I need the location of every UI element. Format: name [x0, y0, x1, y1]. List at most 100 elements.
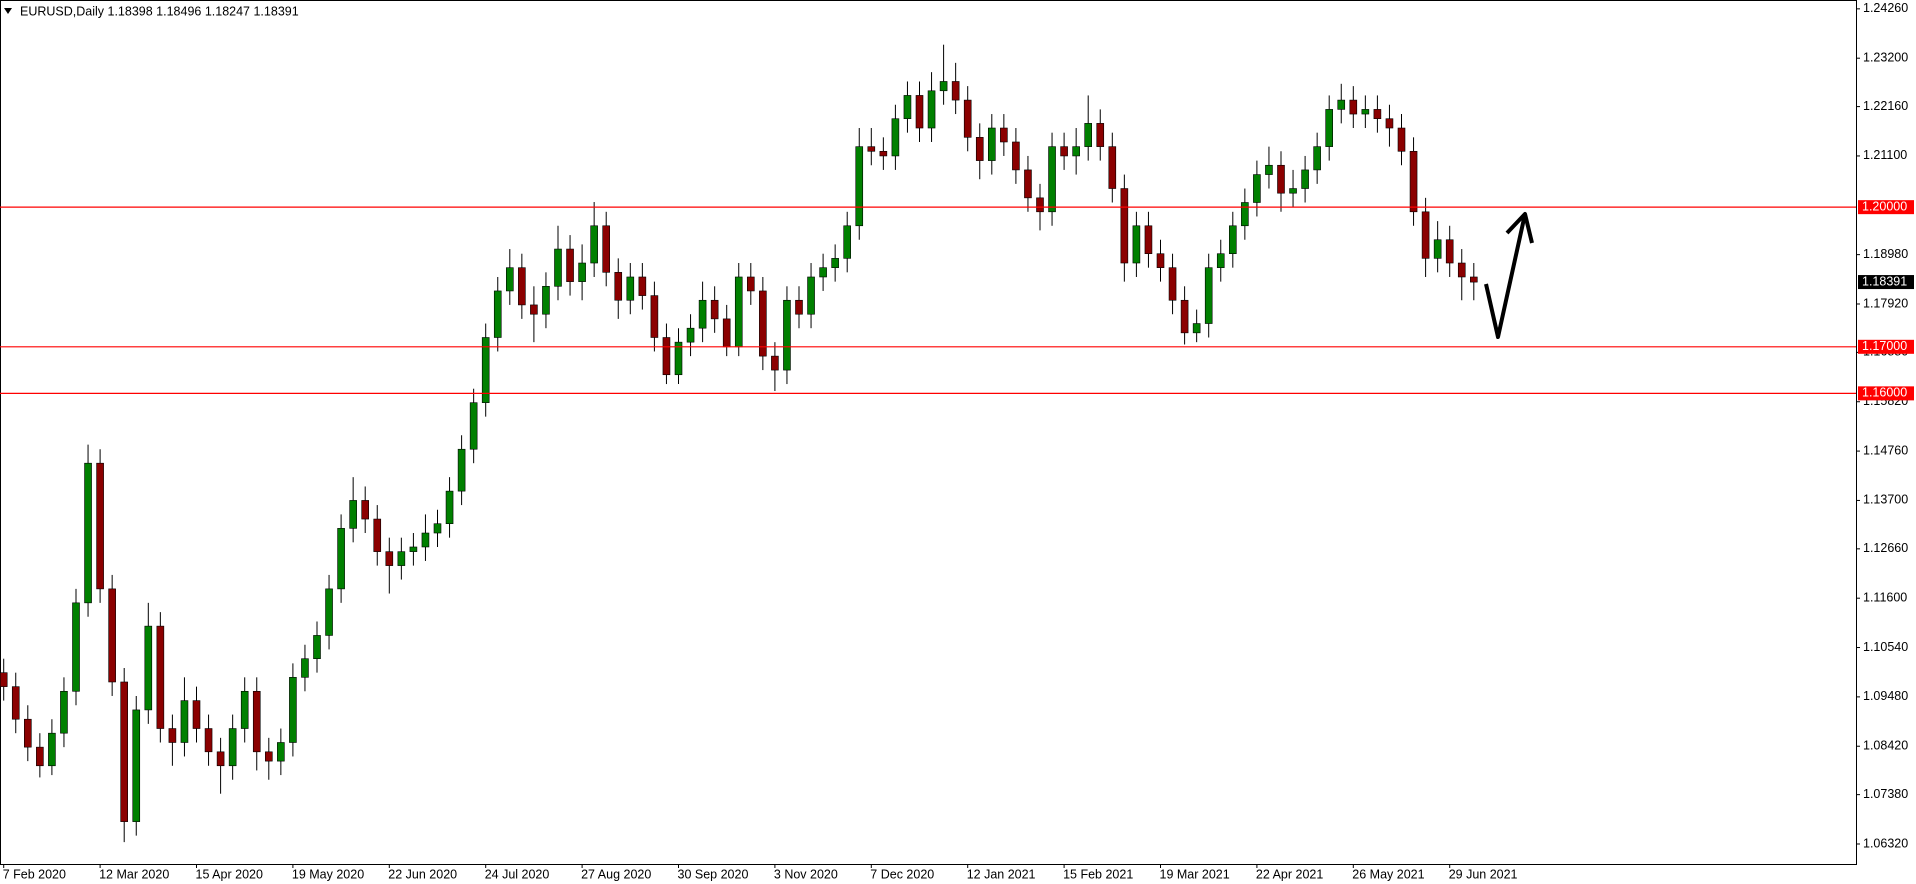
candle-body	[855, 146, 864, 227]
candle-body	[590, 225, 598, 264]
candle-body	[1024, 169, 1032, 199]
candle-body	[903, 95, 912, 120]
candle-body	[481, 337, 490, 403]
candle-body	[11, 686, 20, 720]
x-tick-label: 7 Dec 2020	[870, 867, 934, 881]
x-tick-label: 19 Mar 2021	[1160, 867, 1230, 881]
candle-body	[96, 462, 104, 590]
candle-body	[252, 690, 261, 753]
candle-body	[602, 225, 611, 273]
candle-body	[1072, 146, 1080, 157]
level-label-box	[1858, 386, 1914, 401]
candle-body	[361, 500, 370, 520]
candle-body	[505, 267, 514, 292]
x-tick-label: 12 Mar 2020	[99, 867, 169, 881]
candle-body	[325, 588, 333, 636]
candle-body	[337, 528, 345, 590]
candle-body	[108, 588, 116, 683]
candle-body	[891, 118, 900, 157]
candle-body	[373, 518, 382, 552]
y-tick-label: 1.06320	[1863, 836, 1908, 850]
candle-body	[168, 728, 177, 743]
candle-body	[289, 677, 297, 743]
candle-body	[1012, 141, 1020, 171]
y-tick-label: 1.12660	[1863, 541, 1908, 555]
candle-body	[1180, 299, 1189, 334]
candle-body	[228, 728, 237, 767]
candle-body	[1241, 202, 1249, 227]
y-tick-label: 1.14760	[1863, 443, 1908, 457]
candle-body	[240, 690, 249, 729]
arrow-head	[1505, 212, 1534, 244]
x-tick-label: 24 Jul 2020	[485, 867, 550, 881]
candle-body	[144, 625, 153, 711]
candle-body	[1313, 146, 1321, 171]
x-tick-label: 15 Apr 2020	[196, 867, 263, 881]
candle-body	[397, 551, 406, 566]
candle-body	[1120, 188, 1129, 264]
level-label: 1.20000	[1862, 199, 1907, 213]
candle-body	[530, 304, 538, 315]
level-label-box	[1858, 339, 1914, 354]
candle-body	[710, 299, 719, 320]
candle-body	[614, 272, 623, 301]
candle-body	[662, 337, 671, 376]
candle-body	[1060, 146, 1068, 157]
y-tick-label: 1.23200	[1863, 50, 1908, 64]
candle-body	[626, 276, 635, 301]
candle-body	[1289, 188, 1297, 194]
candle-body	[1301, 169, 1309, 189]
candle-body	[518, 267, 526, 306]
candle-body	[1229, 225, 1237, 255]
x-tick-label: 22 Jun 2020	[388, 867, 457, 881]
candle-body	[554, 248, 562, 287]
candle-body	[1277, 164, 1285, 194]
candle-body	[963, 99, 972, 138]
candle-body	[120, 681, 128, 822]
candle-body	[0, 672, 8, 687]
x-tick-label: 27 Aug 2020	[581, 867, 651, 881]
candle-body	[1325, 109, 1333, 147]
chart-title: EURUSD,Daily 1.18398 1.18496 1.18247 1.1…	[20, 4, 299, 18]
menu-triangle[interactable]	[4, 8, 12, 14]
plot-frame	[0, 0, 1857, 865]
candle-body	[722, 318, 731, 348]
candle-body	[421, 532, 430, 548]
candle-body	[1108, 146, 1117, 189]
candle-body	[192, 700, 201, 729]
candle-body	[301, 658, 309, 678]
candle-body	[819, 267, 827, 278]
candle-body	[1204, 267, 1213, 324]
y-tick-label: 1.21100	[1863, 148, 1907, 162]
candle-body	[1409, 150, 1418, 213]
candle-body	[180, 700, 189, 743]
candle-body	[1361, 109, 1370, 115]
y-tick-label: 1.22160	[1863, 99, 1908, 113]
candle-body	[542, 285, 550, 315]
candle-body	[409, 546, 418, 552]
candle-body	[36, 746, 44, 767]
candle-body	[771, 355, 779, 371]
level-label-box	[1858, 200, 1914, 215]
candle-body	[1216, 253, 1225, 268]
candle-body	[1373, 109, 1382, 120]
x-tick-label: 7 Feb 2020	[3, 867, 66, 881]
candle-body	[204, 728, 213, 753]
x-tick-label: 30 Sep 2020	[678, 867, 749, 881]
candle-body	[795, 299, 803, 315]
x-tick-label: 3 Nov 2020	[774, 867, 838, 881]
y-tick-label: 1.13700	[1863, 493, 1908, 507]
y-tick-label: 1.11600	[1863, 590, 1907, 604]
candle-body	[1421, 211, 1430, 259]
last-price-box	[1858, 275, 1914, 290]
candle-body	[987, 127, 996, 161]
candle-body	[578, 262, 586, 282]
candle-body	[939, 81, 948, 92]
candle-body	[807, 276, 815, 315]
candle-body	[457, 448, 466, 492]
candle-body	[1397, 127, 1406, 152]
candle-body	[1156, 253, 1165, 268]
candle-body	[264, 751, 273, 762]
candle-body	[674, 341, 683, 376]
